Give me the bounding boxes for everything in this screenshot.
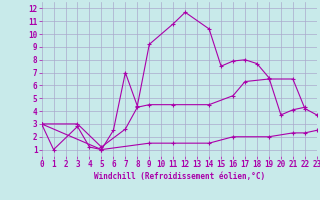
X-axis label: Windchill (Refroidissement éolien,°C): Windchill (Refroidissement éolien,°C) [94, 172, 265, 181]
